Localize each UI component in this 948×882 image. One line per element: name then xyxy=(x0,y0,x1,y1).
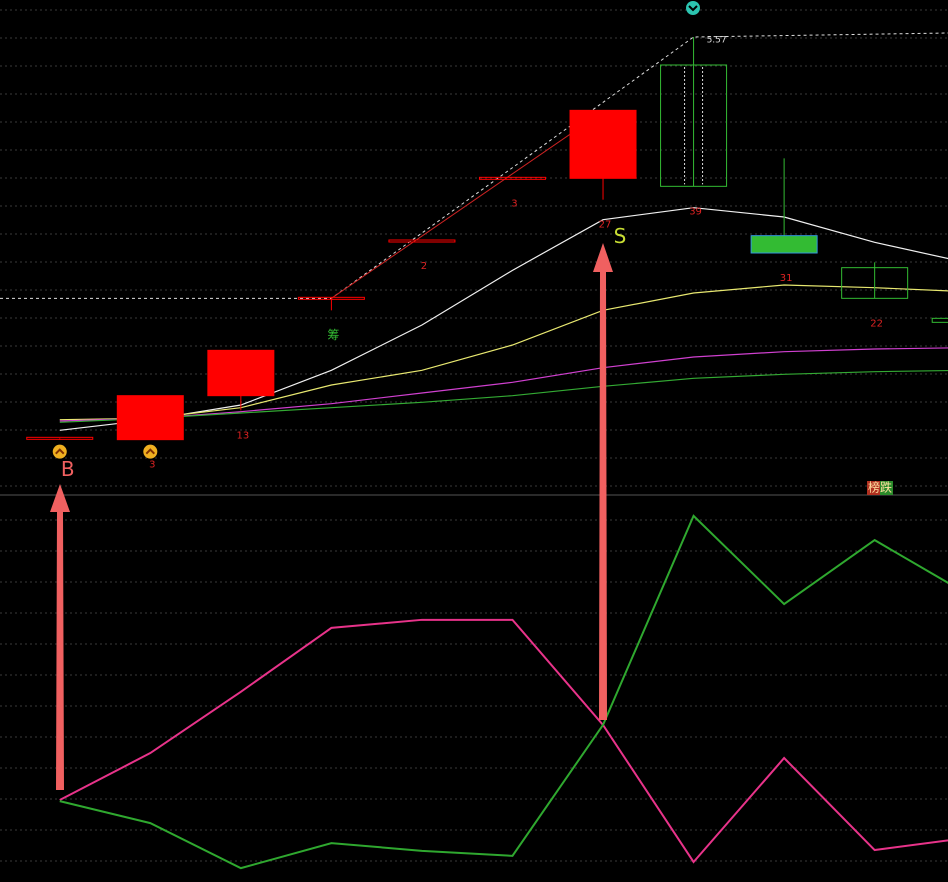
moving-average xyxy=(59,369,948,423)
resistance-line xyxy=(0,32,948,299)
high-price-label: 5.57 xyxy=(707,36,727,46)
candle-label: 3 xyxy=(149,460,155,471)
candle-label: 筹 xyxy=(327,328,339,342)
badge: 榜跌 xyxy=(868,480,892,495)
indicator-line xyxy=(59,514,948,870)
up-icon-glyph xyxy=(55,448,65,455)
signal-label: B xyxy=(61,457,75,481)
candle-body xyxy=(297,296,365,300)
candle-body xyxy=(750,235,818,254)
candle-label: 22 xyxy=(870,318,883,329)
sell-arrow xyxy=(593,243,613,720)
candle-label: 27 xyxy=(599,220,612,231)
candle-body xyxy=(116,395,184,441)
candle-body xyxy=(931,317,948,323)
candle-body xyxy=(660,64,728,187)
candle-label: 2 xyxy=(421,261,427,272)
badge-bg-right xyxy=(880,481,893,495)
candle-label: 13 xyxy=(236,430,249,441)
candle-body xyxy=(478,176,546,180)
top-icon xyxy=(686,1,700,15)
candle-label: 3 xyxy=(511,198,517,209)
candle-body xyxy=(569,109,637,179)
up-icon xyxy=(143,444,158,459)
top-icon-glyph xyxy=(688,5,698,12)
up-icon-glyph xyxy=(145,448,156,455)
up-icon xyxy=(52,444,67,459)
indicator-line xyxy=(59,618,948,864)
moving-average xyxy=(59,347,948,422)
signal-label: S xyxy=(614,224,627,248)
candle-body xyxy=(388,239,456,243)
moving-average xyxy=(59,284,948,421)
candle-body xyxy=(26,436,94,440)
trend-line xyxy=(331,124,584,299)
candle-body xyxy=(207,349,275,397)
candle-body xyxy=(841,267,909,299)
candle-label: 31 xyxy=(780,273,793,284)
buy-arrow xyxy=(50,484,70,790)
candle-label: 39 xyxy=(689,206,702,217)
badge-bg-left xyxy=(867,481,880,495)
moving-average xyxy=(59,207,948,431)
